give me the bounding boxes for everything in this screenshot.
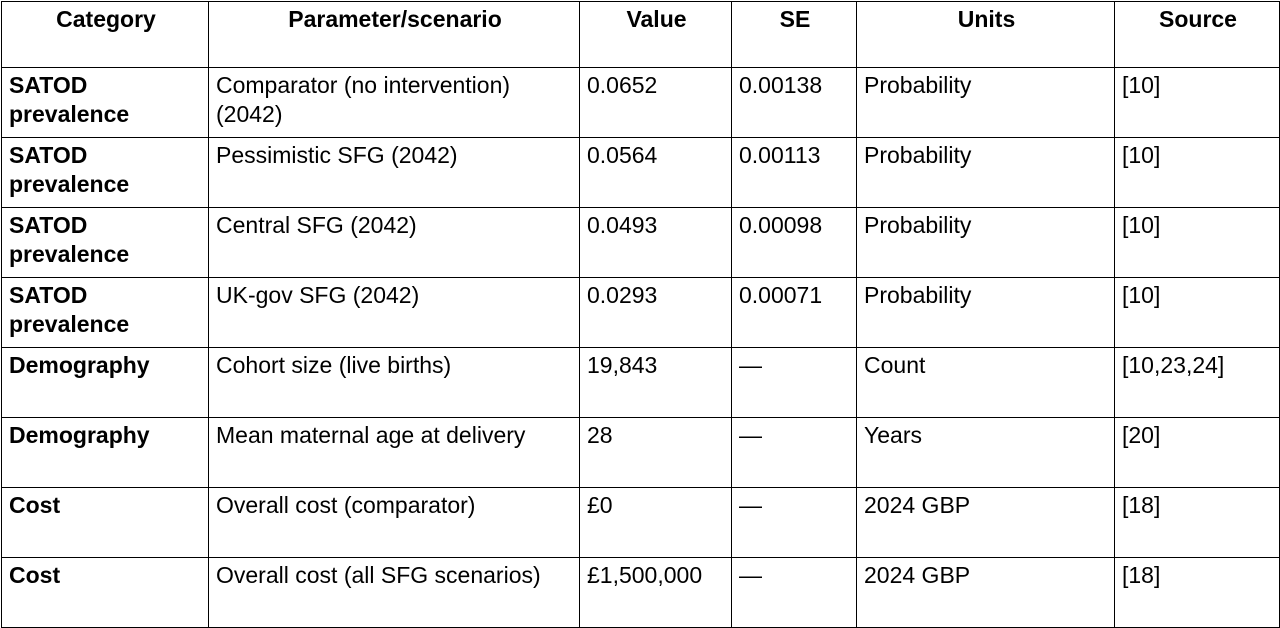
cell-source: [18] — [1114, 487, 1280, 558]
cell-parameter: Overall cost (comparator) — [208, 487, 580, 558]
table-row: Demography Mean maternal age at delivery… — [1, 417, 1280, 488]
header-units: Units — [856, 1, 1115, 68]
table-row: SATOD prevalence Pessimistic SFG (2042) … — [1, 137, 1280, 208]
table-row: Cost Overall cost (comparator) £0 — 2024… — [1, 487, 1280, 558]
cell-units: Probability — [856, 207, 1115, 278]
header-parameter: Parameter/scenario — [208, 1, 580, 68]
cell-units: 2024 GBP — [856, 557, 1115, 628]
cell-value: 0.0652 — [579, 67, 732, 138]
cell-value: 0.0493 — [579, 207, 732, 278]
cell-value: 0.0564 — [579, 137, 732, 208]
cell-source: [10] — [1114, 137, 1280, 208]
cell-units: 2024 GBP — [856, 487, 1115, 558]
table-row: Cost Overall cost (all SFG scenarios) £1… — [1, 557, 1280, 628]
cell-parameter: Mean maternal age at delivery — [208, 417, 580, 488]
cell-source: [20] — [1114, 417, 1280, 488]
cell-source: [10,23,24] — [1114, 347, 1280, 418]
table-row: SATOD prevalence Central SFG (2042) 0.04… — [1, 207, 1280, 278]
cell-se: 0.00138 — [731, 67, 857, 138]
cell-units: Years — [856, 417, 1115, 488]
cell-category: Demography — [1, 347, 209, 418]
cell-value: 0.0293 — [579, 277, 732, 348]
header-value: Value — [579, 1, 732, 68]
cell-parameter: Pessimistic SFG (2042) — [208, 137, 580, 208]
cell-value: £1,500,000 — [579, 557, 732, 628]
header-se: SE — [731, 1, 857, 68]
cell-se: — — [731, 347, 857, 418]
cell-parameter: Central SFG (2042) — [208, 207, 580, 278]
cell-parameter: UK-gov SFG (2042) — [208, 277, 580, 348]
cell-se: 0.00098 — [731, 207, 857, 278]
cell-source: [10] — [1114, 277, 1280, 348]
table-row: SATOD prevalence Comparator (no interven… — [1, 67, 1280, 138]
table-row: Demography Cohort size (live births) 19,… — [1, 347, 1280, 418]
cell-value: £0 — [579, 487, 732, 558]
cell-units: Probability — [856, 67, 1115, 138]
cell-category: Cost — [1, 487, 209, 558]
cell-se: 0.00113 — [731, 137, 857, 208]
header-source: Source — [1114, 1, 1280, 68]
cell-category: SATOD prevalence — [1, 277, 209, 348]
cell-category: Cost — [1, 557, 209, 628]
cell-category: SATOD prevalence — [1, 207, 209, 278]
table-row: SATOD prevalence UK-gov SFG (2042) 0.029… — [1, 277, 1280, 348]
cell-se: — — [731, 417, 857, 488]
cell-se: 0.00071 — [731, 277, 857, 348]
cell-category: SATOD prevalence — [1, 137, 209, 208]
cell-parameter: Cohort size (live births) — [208, 347, 580, 418]
cell-units: Probability — [856, 137, 1115, 208]
cell-parameter: Overall cost (all SFG scenarios) — [208, 557, 580, 628]
cell-value: 28 — [579, 417, 732, 488]
cell-source: [10] — [1114, 207, 1280, 278]
cell-source: [18] — [1114, 557, 1280, 628]
cell-parameter: Comparator (no intervention) (2042) — [208, 67, 580, 138]
cell-units: Count — [856, 347, 1115, 418]
cell-source: [10] — [1114, 67, 1280, 138]
cell-category: SATOD prevalence — [1, 67, 209, 138]
cell-se: — — [731, 557, 857, 628]
cell-value: 19,843 — [579, 347, 732, 418]
cell-category: Demography — [1, 417, 209, 488]
header-category: Category — [1, 1, 209, 68]
cell-se: — — [731, 487, 857, 558]
cell-units: Probability — [856, 277, 1115, 348]
header-row: Category Parameter/scenario Value SE Uni… — [1, 1, 1280, 68]
